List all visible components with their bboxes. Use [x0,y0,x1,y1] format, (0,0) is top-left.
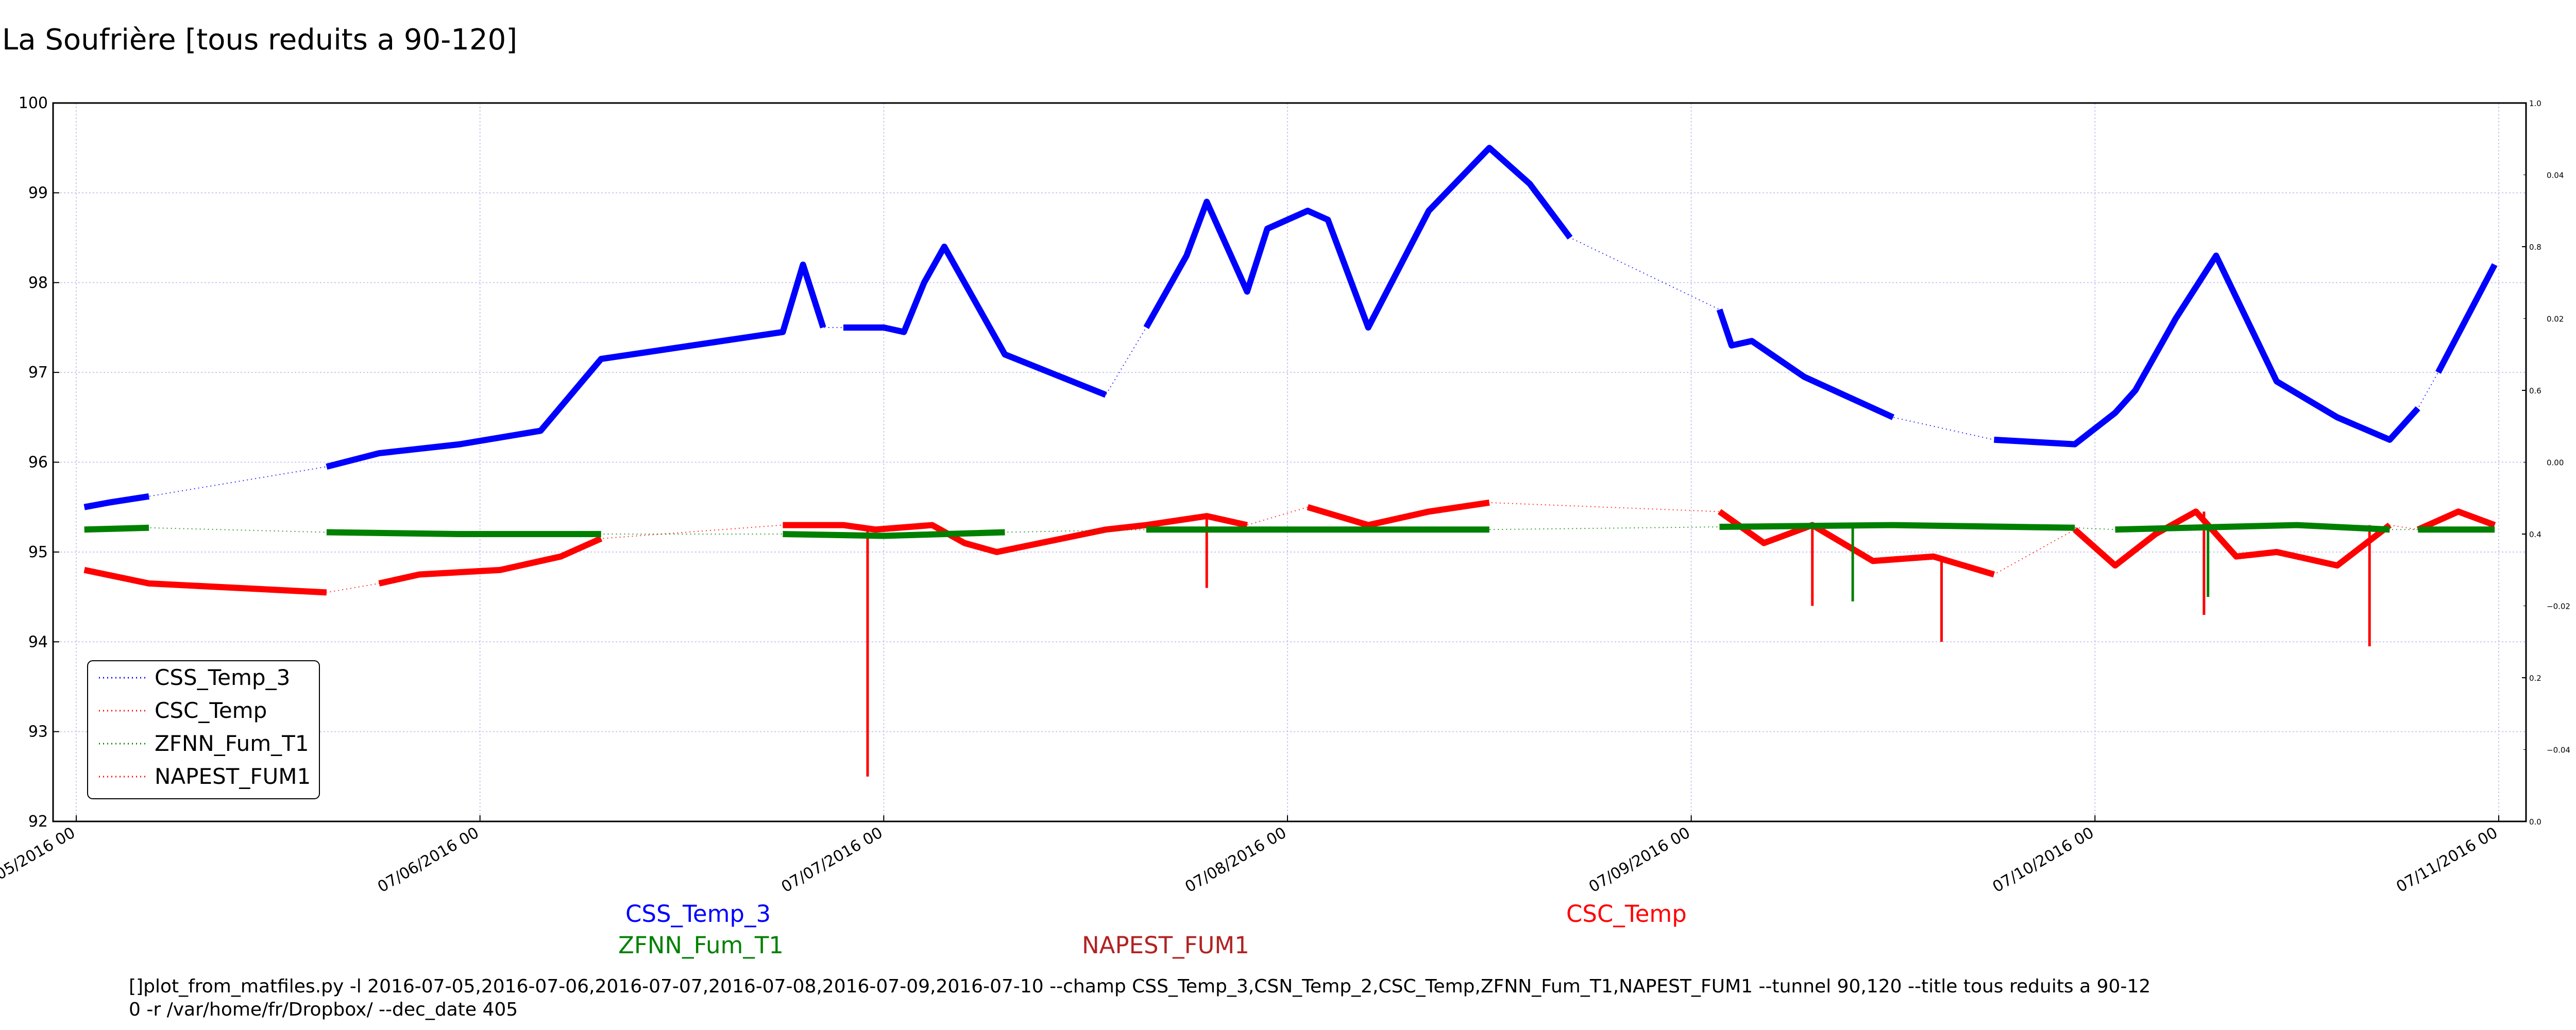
series-segment-1 [783,513,1248,555]
right-tick-label: 0.6 [2529,386,2541,396]
right-inner-tick-label: −0.04 [2547,746,2570,755]
series-segment-2 [783,529,1005,539]
series-segment-1 [1307,500,1490,528]
series-segment-2 [1719,522,2075,531]
y-tick-label: 96 [28,454,48,472]
series-connector-0 [84,147,2496,508]
right-axis: 0.0 0.2 0.4 0.6 0.8 1.0 −0.04 −0.02 0.00 0.02 0.04 [2522,99,2570,827]
legend: CSS_Temp_3 CSC_Temp ZFNN_Fum_T1 NAPEST_FUM1 [87,660,320,799]
right-tick-label: 0.0 [2529,817,2541,827]
series-segment-1 [1718,509,1995,578]
y-tick-label: 99 [28,184,48,202]
series-connector-1 [84,502,2495,593]
x-tick-label: 07/07/2016 00 [778,824,886,897]
right-inner-tick-label: −0.02 [2547,602,2570,611]
legend-box [87,660,320,799]
right-tick-label: 1.0 [2529,99,2541,108]
legend-label-1: CSC_Temp [155,698,267,723]
y-tick-label: 92 [28,813,48,831]
series-segment-1 [2416,508,2496,533]
series-segment-0 [843,244,1107,398]
y-tick-label: 100 [19,94,48,112]
y-axis: 92 93 94 95 96 97 98 99 100 [19,94,59,831]
series-layer [83,145,2498,777]
series-segment-0 [1994,252,2420,448]
series-segment-0 [1143,145,1573,331]
x-tick-label: 07/05/2016 00 [0,824,78,897]
right-inner-tick-label: 0.04 [2547,171,2564,180]
legend-label-0: CSS_Temp_3 [155,665,290,690]
series-segment-2 [84,524,149,533]
label-css-temp-3: CSS_Temp_3 [625,900,771,928]
right-tick-label: 0.2 [2529,674,2541,683]
y-tick-label: 93 [28,723,48,741]
series-segment-0 [83,493,149,510]
x-axis: 07/05/2016 00 07/06/2016 00 07/07/2016 00 0… [0,815,2501,896]
series-segment-1 [83,566,327,596]
command-line: []plot_from_matfiles.py -l 2016-07-05,20… [129,976,2151,1020]
series-segment-2 [326,529,601,537]
label-napest-fum1: NAPEST_FUM1 [1082,932,1249,959]
right-tick-label: 0.8 [2529,243,2541,252]
grid [53,103,2526,821]
series-segment-1 [2073,508,2392,569]
label-zfnn-fum-t1: ZFNN_Fum_T1 [618,932,784,959]
label-csc-temp: CSC_Temp [1566,900,1687,928]
legend-label-3: NAPEST_FUM1 [155,764,311,789]
x-tick-label: 07/11/2016 00 [2393,824,2501,897]
series-segment-0 [1716,308,1894,420]
right-inner-tick-label: 0.02 [2547,315,2564,324]
y-tick-label: 98 [28,274,48,292]
series-segment-1 [378,536,603,587]
series-segment-2 [2115,522,2390,533]
x-tick-label: 07/09/2016 00 [1586,824,1693,897]
series-segment-0 [2435,263,2498,374]
series-segment-0 [326,261,826,470]
right-tick-label: 0.4 [2529,530,2541,539]
x-tick-label: 07/08/2016 00 [1182,824,1290,897]
x-tick-label: 07/06/2016 00 [375,824,482,897]
legend-label-2: ZFNN_Fum_T1 [155,731,309,756]
right-inner-tick-label: 0.00 [2547,458,2564,468]
x-tick-label: 07/10/2016 00 [1990,824,2097,897]
y-tick-label: 94 [28,633,48,651]
plot-frame [52,102,2527,822]
chart-title: La Soufrière [tous reduits a 90-120] [2,23,518,57]
y-tick-label: 95 [28,543,48,561]
y-tick-label: 97 [28,364,48,382]
